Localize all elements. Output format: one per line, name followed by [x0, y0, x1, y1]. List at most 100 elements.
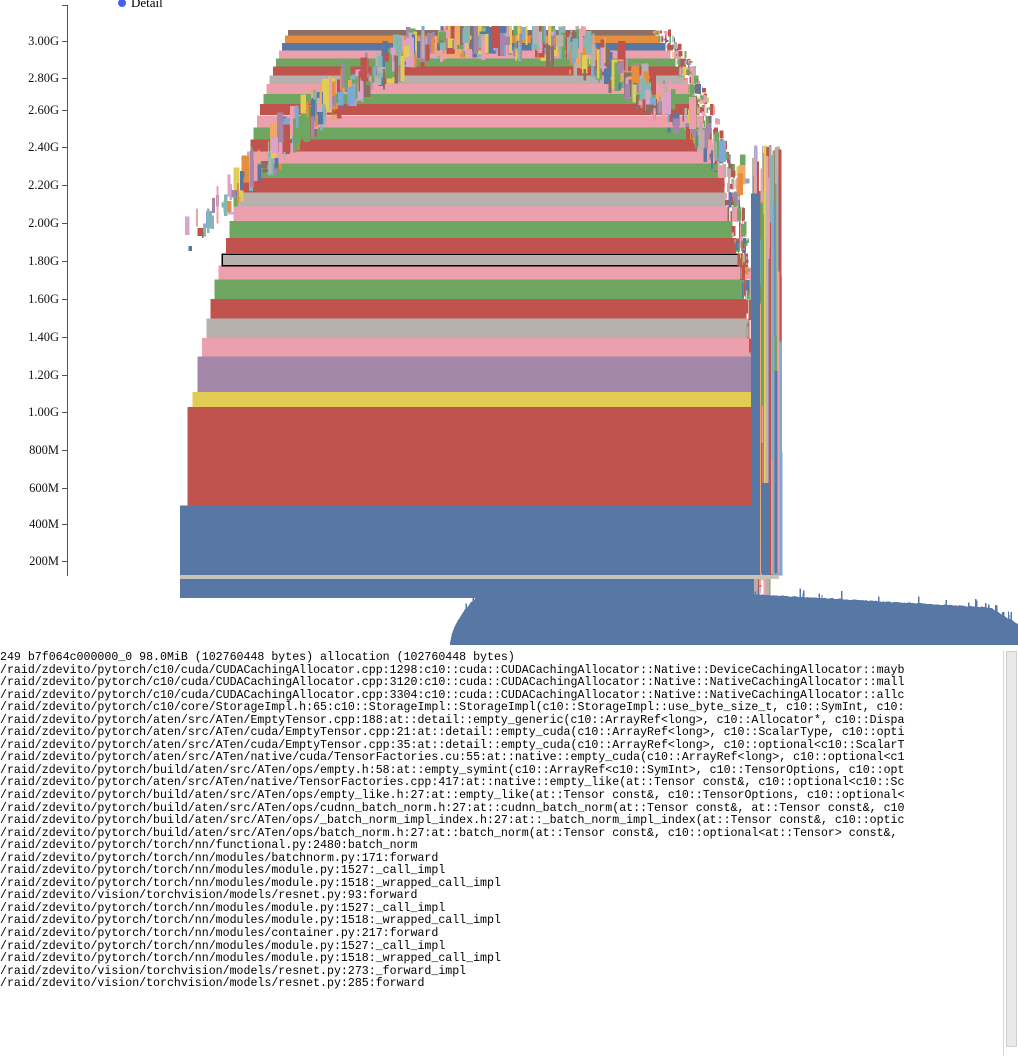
allocation-band[interactable] [417, 41, 423, 58]
allocation-band[interactable] [617, 60, 624, 74]
allocation-band[interactable] [188, 246, 192, 252]
allocation-band[interactable] [519, 27, 527, 40]
allocation-band[interactable] [351, 79, 356, 84]
allocation-band[interactable] [762, 483, 770, 576]
allocation-band[interactable] [740, 238, 743, 251]
allocation-band[interactable] [595, 59, 597, 67]
allocation-band[interactable] [707, 116, 712, 125]
allocation-band[interactable] [509, 26, 512, 54]
allocation-band[interactable] [748, 318, 750, 339]
allocation-band[interactable] [731, 170, 736, 177]
allocation-band[interactable] [260, 104, 699, 116]
allocation-band[interactable] [382, 68, 385, 90]
allocation-band[interactable] [646, 104, 654, 113]
allocation-band[interactable] [201, 231, 204, 238]
allocation-band[interactable] [568, 69, 571, 75]
allocation-band[interactable] [737, 173, 744, 195]
allocation-band[interactable] [640, 78, 647, 109]
allocation-band[interactable] [760, 443, 763, 574]
allocation-band[interactable] [572, 38, 578, 58]
allocation-band[interactable] [202, 338, 751, 357]
allocation-band[interactable] [270, 148, 277, 159]
allocation-band[interactable] [227, 174, 231, 197]
allocation-band[interactable] [675, 50, 680, 59]
allocation-band[interactable] [727, 206, 729, 222]
allocation-band[interactable] [447, 38, 454, 49]
allocation-band[interactable] [187, 406, 755, 506]
allocation-band[interactable] [729, 178, 731, 192]
allocation-band[interactable] [469, 26, 475, 50]
allocation-band[interactable] [430, 37, 435, 54]
allocation-band[interactable] [249, 149, 254, 180]
allocation-band[interactable] [589, 55, 591, 65]
allocation-band[interactable] [384, 54, 392, 79]
allocation-band[interactable] [347, 86, 356, 106]
allocation-band[interactable] [570, 42, 573, 65]
allocation-band[interactable] [746, 267, 749, 275]
allocation-band[interactable] [690, 74, 694, 85]
allocation-band[interactable] [258, 149, 260, 162]
allocation-band[interactable] [456, 45, 464, 49]
allocation-band[interactable] [355, 76, 358, 99]
allocation-band[interactable] [645, 82, 651, 93]
allocation-band[interactable] [575, 29, 580, 50]
allocation-band[interactable] [300, 94, 307, 124]
allocation-band[interactable] [731, 212, 735, 221]
allocation-band[interactable] [394, 56, 398, 84]
allocation-band[interactable] [240, 171, 244, 190]
allocation-band[interactable] [642, 99, 646, 111]
allocation-band[interactable] [774, 371, 779, 574]
allocation-band[interactable] [211, 198, 215, 214]
allocation-band[interactable] [197, 356, 753, 392]
allocation-band[interactable] [689, 97, 696, 129]
allocation-band[interactable] [683, 66, 687, 76]
allocation-band[interactable] [276, 112, 284, 142]
allocation-band[interactable] [696, 130, 698, 149]
allocation-band[interactable] [180, 505, 755, 599]
allocation-band[interactable] [317, 112, 323, 125]
allocation-band[interactable] [673, 43, 677, 49]
allocation-band[interactable] [731, 209, 733, 215]
allocation-band[interactable] [740, 253, 743, 267]
allocation-band[interactable] [734, 199, 735, 206]
allocation-band[interactable] [725, 199, 729, 206]
allocation-band[interactable] [737, 253, 740, 267]
allocation-band[interactable] [672, 52, 674, 58]
allocation-band[interactable] [453, 38, 455, 50]
allocation-band[interactable] [688, 60, 693, 64]
allocation-band[interactable] [331, 114, 337, 121]
allocation-band[interactable] [203, 223, 206, 237]
allocation-band[interactable] [462, 28, 470, 44]
allocation-band[interactable] [310, 116, 315, 138]
allocation-band[interactable] [680, 58, 683, 68]
allocation-band[interactable] [718, 140, 726, 163]
allocation-band[interactable] [688, 85, 690, 94]
allocation-band[interactable] [542, 26, 547, 55]
allocation-band[interactable] [310, 99, 316, 121]
allocation-band[interactable] [236, 190, 244, 202]
allocation-band[interactable] [473, 26, 479, 54]
allocation-band[interactable] [661, 36, 664, 43]
allocation-band[interactable] [697, 84, 702, 94]
allocation-band[interactable] [697, 80, 701, 84]
allocation-band[interactable] [600, 47, 605, 72]
allocation-band[interactable] [398, 65, 402, 82]
allocation-band[interactable] [749, 299, 752, 319]
allocation-band[interactable] [624, 83, 630, 101]
allocation-band[interactable] [667, 127, 671, 133]
allocation-band[interactable] [699, 121, 703, 151]
allocation-band[interactable] [375, 51, 378, 67]
allocation-band[interactable] [739, 240, 742, 248]
allocation-band[interactable] [185, 216, 190, 235]
allocation-band[interactable] [491, 26, 499, 49]
allocation-band[interactable] [537, 31, 542, 54]
allocation-band[interactable] [548, 26, 552, 48]
allocation-band[interactable] [705, 115, 707, 128]
allocation-band[interactable] [604, 68, 611, 85]
allocation-band[interactable] [678, 58, 682, 67]
allocation-band[interactable] [465, 40, 469, 57]
allocation-band[interactable] [247, 151, 716, 164]
allocation-band[interactable] [734, 206, 739, 222]
allocation-band[interactable] [708, 139, 713, 154]
allocation-band[interactable] [745, 299, 749, 314]
